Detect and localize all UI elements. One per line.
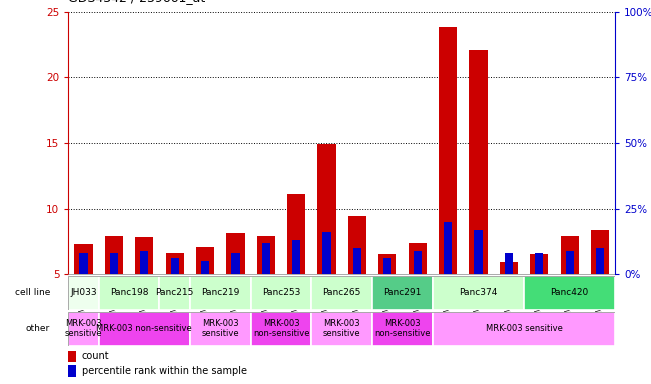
Bar: [68, 366, 76, 377]
Bar: [135, 237, 154, 340]
Text: Panc198: Panc198: [110, 288, 148, 298]
Text: Panc374: Panc374: [460, 288, 497, 298]
Bar: [566, 250, 574, 340]
Bar: [475, 230, 482, 340]
Bar: [105, 236, 123, 340]
Text: cell line: cell line: [15, 288, 50, 298]
Text: other: other: [26, 324, 50, 333]
Bar: [500, 262, 518, 340]
Text: Panc265: Panc265: [323, 288, 361, 298]
Bar: [227, 233, 245, 340]
Bar: [190, 312, 251, 346]
Bar: [287, 194, 305, 340]
Bar: [322, 232, 331, 340]
Bar: [505, 253, 513, 340]
Text: count: count: [82, 351, 109, 361]
Bar: [99, 312, 190, 346]
Bar: [159, 276, 190, 310]
Bar: [372, 312, 433, 346]
Bar: [591, 230, 609, 340]
Text: GDS4342 / 239661_at: GDS4342 / 239661_at: [68, 0, 206, 3]
Bar: [524, 276, 615, 310]
Bar: [292, 240, 300, 340]
Text: Panc215: Panc215: [156, 288, 194, 298]
Bar: [251, 312, 311, 346]
Bar: [74, 244, 92, 340]
Bar: [171, 258, 179, 340]
Bar: [190, 276, 251, 310]
Bar: [99, 276, 159, 310]
Bar: [439, 27, 457, 340]
Bar: [231, 253, 240, 340]
Bar: [68, 312, 99, 346]
Bar: [413, 250, 422, 340]
Text: Panc420: Panc420: [551, 288, 589, 298]
Text: Panc291: Panc291: [383, 288, 422, 298]
Bar: [372, 276, 433, 310]
Bar: [378, 255, 396, 340]
Bar: [561, 236, 579, 340]
Bar: [79, 253, 88, 340]
Text: MRK-003 non-sensitive: MRK-003 non-sensitive: [96, 324, 192, 333]
Text: MRK-003
non-sensitive: MRK-003 non-sensitive: [374, 319, 431, 338]
Bar: [165, 253, 184, 340]
Bar: [68, 351, 76, 362]
Bar: [318, 144, 336, 340]
Bar: [201, 261, 209, 340]
Bar: [409, 243, 427, 340]
Text: MRK-003
sensitive: MRK-003 sensitive: [201, 319, 239, 338]
Bar: [311, 312, 372, 346]
Bar: [348, 217, 366, 340]
Text: MRK-003
non-sensitive: MRK-003 non-sensitive: [253, 319, 309, 338]
Text: JH033: JH033: [70, 288, 97, 298]
Bar: [596, 248, 604, 340]
Bar: [311, 276, 372, 310]
Bar: [444, 222, 452, 340]
Bar: [68, 276, 99, 310]
Bar: [433, 276, 524, 310]
Text: MRK-003
sensitive: MRK-003 sensitive: [64, 319, 102, 338]
Bar: [469, 50, 488, 340]
Bar: [262, 243, 270, 340]
Bar: [433, 312, 615, 346]
Text: Panc219: Panc219: [201, 288, 240, 298]
Text: Panc253: Panc253: [262, 288, 300, 298]
Text: percentile rank within the sample: percentile rank within the sample: [82, 366, 247, 376]
Bar: [383, 258, 391, 340]
Bar: [530, 255, 548, 340]
Bar: [256, 236, 275, 340]
Bar: [251, 276, 311, 310]
Text: MRK-003 sensitive: MRK-003 sensitive: [486, 324, 562, 333]
Bar: [110, 253, 118, 340]
Bar: [353, 248, 361, 340]
Text: MRK-003
sensitive: MRK-003 sensitive: [323, 319, 361, 338]
Bar: [535, 253, 544, 340]
Bar: [140, 250, 148, 340]
Bar: [196, 247, 214, 340]
